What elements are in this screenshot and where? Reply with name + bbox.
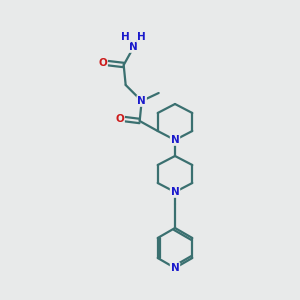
Text: O: O bbox=[115, 114, 124, 124]
Text: N: N bbox=[171, 187, 179, 197]
Text: H: H bbox=[137, 32, 146, 42]
Text: N: N bbox=[137, 96, 146, 106]
Text: N: N bbox=[129, 42, 138, 52]
Text: H: H bbox=[121, 32, 130, 42]
Text: N: N bbox=[171, 135, 179, 145]
Text: N: N bbox=[171, 263, 179, 273]
Text: O: O bbox=[98, 58, 107, 68]
